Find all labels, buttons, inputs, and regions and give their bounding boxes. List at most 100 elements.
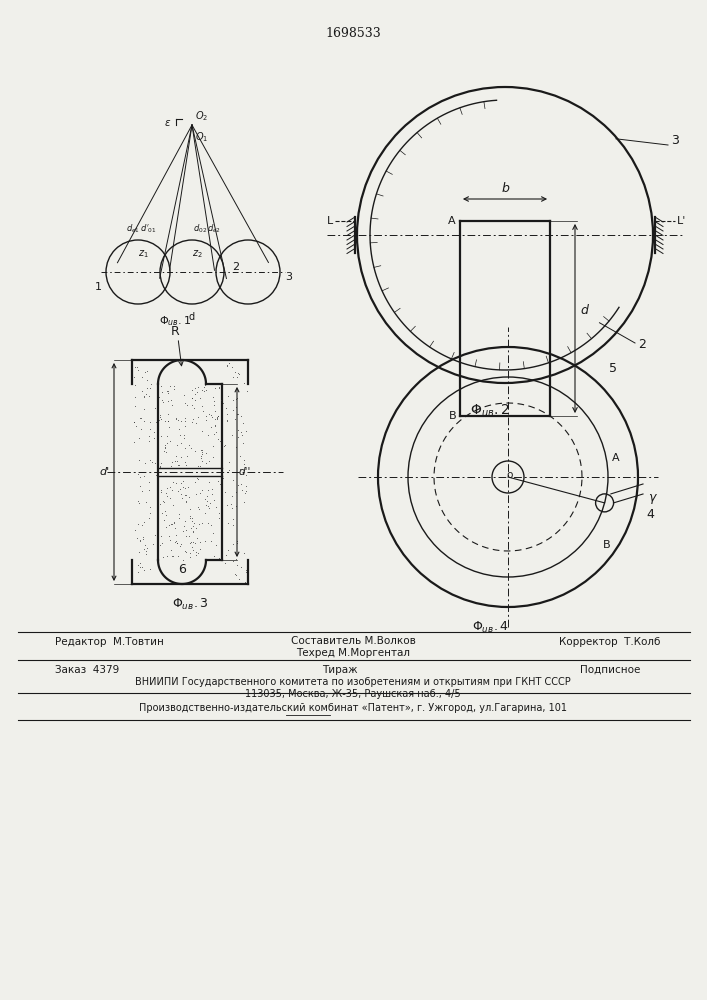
Point <box>176 490 187 506</box>
Point <box>156 535 168 551</box>
Point <box>232 390 243 406</box>
Point <box>180 457 191 473</box>
Point <box>181 397 192 413</box>
Point <box>229 566 240 582</box>
Point <box>219 437 230 453</box>
Point <box>189 515 200 531</box>
Point <box>136 559 148 575</box>
Point <box>151 414 162 430</box>
Point <box>156 411 167 427</box>
Point <box>185 510 196 526</box>
Point <box>199 383 210 399</box>
Point <box>197 444 208 460</box>
Point <box>203 500 214 516</box>
Point <box>184 549 195 565</box>
Point <box>144 561 156 577</box>
Point <box>184 535 195 551</box>
Point <box>178 427 189 443</box>
Point <box>180 413 191 429</box>
Point <box>172 437 183 453</box>
Point <box>230 498 241 514</box>
Point <box>226 427 238 443</box>
Point <box>190 520 201 536</box>
Point <box>161 428 173 444</box>
Point <box>193 501 204 517</box>
Point <box>230 567 242 583</box>
Point <box>184 437 195 453</box>
Text: 1: 1 <box>95 282 102 292</box>
Point <box>153 389 165 405</box>
Text: L: L <box>327 216 333 226</box>
Point <box>148 424 160 440</box>
Point <box>141 494 152 510</box>
Point <box>200 408 211 424</box>
Point <box>179 430 190 446</box>
Point <box>185 501 196 517</box>
Point <box>241 467 252 483</box>
Text: Корректор  Т.Колб: Корректор Т.Колб <box>559 637 660 647</box>
Point <box>160 507 172 523</box>
Point <box>197 398 208 414</box>
Point <box>200 382 211 398</box>
Point <box>179 543 190 559</box>
Point <box>214 505 225 521</box>
Point <box>194 534 206 550</box>
Point <box>180 513 191 529</box>
Point <box>233 365 244 381</box>
Point <box>191 530 202 546</box>
Point <box>160 444 172 460</box>
Point <box>236 482 247 498</box>
Point <box>213 473 224 489</box>
Point <box>164 532 175 548</box>
Point <box>236 427 247 443</box>
Point <box>168 381 180 397</box>
Text: R: R <box>170 325 180 338</box>
Point <box>171 453 182 469</box>
Point <box>208 438 219 454</box>
Text: $\Phi_{uв}.2$: $\Phi_{uв}.2$ <box>470 403 510 419</box>
Point <box>169 515 180 531</box>
Point <box>240 478 252 494</box>
Text: d: d <box>189 312 195 322</box>
Point <box>180 528 192 544</box>
Point <box>133 544 144 560</box>
Point <box>135 421 146 437</box>
Point <box>221 357 233 373</box>
Point <box>173 412 184 428</box>
Point <box>194 485 206 501</box>
Point <box>190 486 201 502</box>
Point <box>210 499 221 515</box>
Point <box>232 533 243 549</box>
Point <box>196 423 207 439</box>
Point <box>164 378 175 394</box>
Point <box>214 379 225 395</box>
Point <box>175 481 186 497</box>
Point <box>195 442 206 458</box>
Point <box>206 409 218 425</box>
Point <box>192 384 203 400</box>
Point <box>223 388 234 404</box>
Point <box>240 483 252 499</box>
Point <box>235 559 246 575</box>
Point <box>139 537 151 553</box>
Point <box>181 448 192 464</box>
Point <box>186 520 197 536</box>
Point <box>198 379 209 395</box>
Point <box>132 362 144 378</box>
Point <box>200 455 211 471</box>
Point <box>161 383 173 399</box>
Point <box>211 410 222 426</box>
Point <box>228 369 239 385</box>
Point <box>134 410 146 426</box>
Text: d': d' <box>100 467 110 477</box>
Point <box>209 417 220 433</box>
Point <box>187 542 199 558</box>
Point <box>189 535 201 551</box>
Point <box>226 359 238 375</box>
Point <box>215 551 226 567</box>
Point <box>241 383 252 399</box>
Point <box>230 391 242 407</box>
Text: 2: 2 <box>638 338 646 352</box>
Point <box>179 410 190 426</box>
Text: $d_{02}$: $d_{02}$ <box>193 223 207 235</box>
